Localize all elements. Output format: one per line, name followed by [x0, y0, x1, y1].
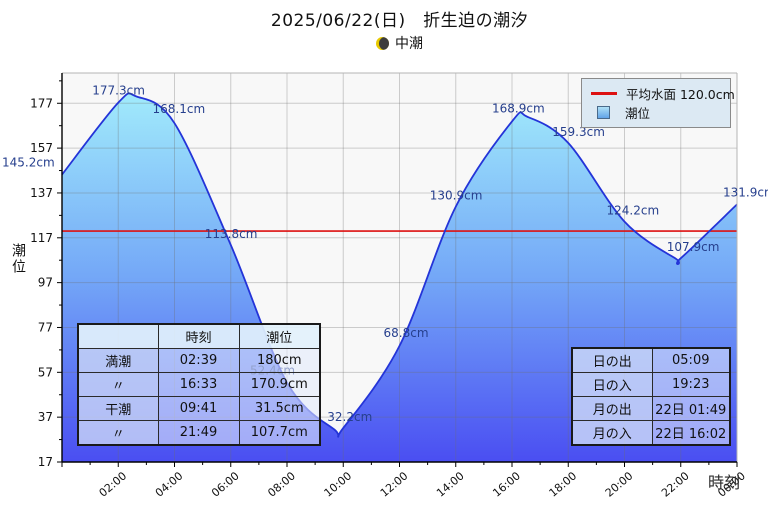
table-row: 〃 16:33 170.9cm	[77, 372, 321, 397]
tide-time-cell: 09:41	[157, 396, 240, 421]
y-tick-label: 137	[30, 186, 53, 200]
sunrise-label-cell: 日の出	[571, 347, 653, 373]
tide-point-label: 124.2cm	[607, 204, 660, 218]
header-cell	[77, 323, 159, 349]
legend-item-mean-water: 平均水面 120.0cm	[591, 84, 735, 103]
y-tick-label: 17	[38, 455, 53, 469]
tide-point-label: 130.9cm	[430, 189, 483, 203]
sunset-value-cell: 19:23	[651, 372, 731, 397]
table-row: 満潮 02:39 180cm	[77, 348, 321, 373]
tide-level-cell: 31.5cm	[238, 396, 321, 421]
axis-ticks	[57, 80, 738, 467]
legend-label: 平均水面 120.0cm	[626, 87, 735, 102]
tide-type-cell: 満潮	[77, 348, 159, 373]
page-title: 2025/06/22(日) 折生迫の潮汐	[270, 11, 529, 31]
tide-point-label: 159.3cm	[552, 125, 605, 139]
table-row: 〃 21:49 107.7cm	[77, 420, 321, 446]
y-tick-label: 177	[30, 96, 53, 110]
sunset-label-cell: 日の入	[571, 372, 653, 397]
tide-point-label: 68.8cm	[384, 326, 429, 340]
moonrise-value-cell: 22日 01:49	[651, 396, 731, 421]
y-tick-label: 117	[30, 231, 53, 245]
moonset-value-cell: 22日 16:02	[651, 420, 731, 446]
table-header-row: 時刻 潮位	[77, 323, 321, 349]
header-cell-time: 時刻	[157, 323, 240, 349]
x-tick-label: 02:00	[97, 469, 130, 499]
tide-point-label: 168.9cm	[492, 101, 545, 115]
tide-time-cell: 16:33	[157, 372, 240, 397]
tide-type-cell: 干潮	[77, 396, 159, 421]
x-tick-label: 18:00	[547, 469, 580, 499]
x-tick-label: 10:00	[322, 469, 355, 499]
legend-label: 潮位	[625, 106, 651, 121]
table-row: 日の入 19:23	[571, 372, 731, 397]
table-row: 月の出 22日 01:49	[571, 396, 731, 421]
x-tick-label: 14:00	[434, 469, 467, 499]
y-tick-label: 77	[38, 320, 53, 334]
header-cell-level: 潮位	[238, 323, 321, 349]
legend-item-tide-level: 潮位	[591, 103, 721, 122]
tide-point-label: 32.2cm	[327, 410, 372, 424]
sun-moon-table: 日の出 05:09 日の入 19:23 月の出 22日 01:49 月の入 22…	[571, 347, 731, 446]
y-tick-label: 57	[38, 365, 53, 379]
x-tick-label: 08:00	[265, 469, 298, 499]
tide-extremes-table: 時刻 潮位 満潮 02:39 180cm 〃 16:33 170.9cm 干潮 …	[77, 323, 321, 446]
moonset-label-cell: 月の入	[571, 420, 653, 446]
tide-level-cell: 170.9cm	[238, 372, 321, 397]
moonrise-label-cell: 月の出	[571, 396, 653, 421]
y-tick-label: 157	[30, 141, 53, 155]
y-tick-label: 37	[38, 410, 53, 424]
tide-point-label: 177.3cm	[92, 84, 145, 98]
table-row: 月の入 22日 16:02	[571, 420, 731, 446]
x-tick-label: 12:00	[378, 469, 411, 499]
x-tick-label: 06:00	[209, 469, 242, 499]
tide-level-cell: 107.7cm	[238, 420, 321, 446]
x-axis-title: 時刻	[708, 473, 741, 492]
tide-point-label: 113.8cm	[205, 227, 258, 241]
x-tick-label: 20:00	[603, 469, 636, 499]
tide-type-cell: 〃	[77, 420, 159, 446]
tide-point-label: 168.1cm	[153, 102, 206, 116]
table-row: 日の出 05:09	[571, 347, 731, 373]
tide-point-label: 131.9cm	[723, 185, 768, 199]
x-tick-label: 04:00	[153, 469, 186, 499]
mean-water-line-icon	[591, 92, 617, 95]
moon-phase-label: 中潮	[395, 36, 423, 52]
tide-time-cell: 21:49	[157, 420, 240, 446]
tide-point-label: 145.2cm	[2, 156, 55, 170]
x-tick-label: 22:00	[659, 469, 692, 499]
y-tick-label: 97	[38, 276, 53, 290]
tide-point-label: 107.9cm	[667, 240, 720, 254]
table-row: 干潮 09:41 31.5cm	[77, 396, 321, 421]
moon-phase-icon	[376, 36, 389, 50]
tide-level-cell: 180cm	[238, 348, 321, 373]
tide-curve	[61, 92, 738, 438]
tide-time-cell: 02:39	[157, 348, 240, 373]
y-axis-title: 潮位	[10, 243, 26, 275]
chart-legend: 平均水面 120.0cm 潮位	[581, 78, 735, 128]
sunrise-value-cell: 05:09	[651, 347, 731, 373]
tide-type-cell: 〃	[77, 372, 159, 397]
tide-level-swatch-icon	[597, 106, 610, 119]
x-tick-label: 16:00	[490, 469, 523, 499]
moon-phase-row: 中潮	[62, 33, 737, 53]
